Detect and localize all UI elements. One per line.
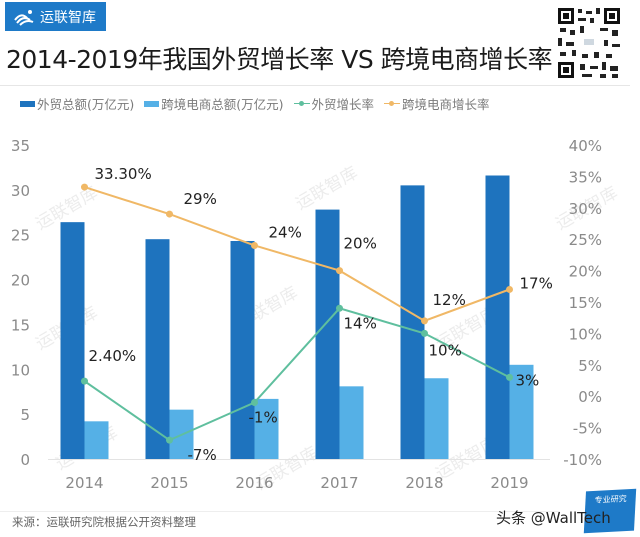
bar-trade-total <box>230 240 255 459</box>
legend-label: 外贸增长率 <box>311 97 375 112</box>
line-trade-growth <box>83 307 510 442</box>
left-axis-tick-label: 25 <box>11 227 30 245</box>
data-label-ecommerce-growth: 12% <box>433 291 466 309</box>
legend-swatch-light-blue <box>144 100 160 107</box>
left-axis-tick-label: 35 <box>11 137 30 155</box>
bar-trade-total <box>60 222 85 459</box>
bar-trade-total <box>400 185 425 459</box>
legend-line-marker-green-icon <box>293 100 310 108</box>
data-label-ecommerce-growth: 24% <box>269 223 302 241</box>
left-axis-tick-label: 20 <box>11 272 30 290</box>
legend-line-marker-orange-icon <box>384 100 401 108</box>
data-label-trade-growth: 3% <box>516 371 540 389</box>
point-trade-growth <box>336 304 343 312</box>
right-axis-tick-label: 0% <box>578 388 602 406</box>
legend-label: 跨境电商总额(万亿元) <box>161 97 284 112</box>
data-label-ecommerce-growth: 29% <box>184 190 217 208</box>
badge-text: 专业研究 <box>594 494 627 505</box>
legend-item-ecommerce-growth[interactable]: 跨境电商增长率 <box>384 94 490 113</box>
data-label-trade-growth: -7% <box>188 446 217 464</box>
data-label-ecommerce-growth: 20% <box>344 235 377 253</box>
x-axis-tick-label: 2016 <box>235 474 273 492</box>
source-note: 来源：运联研究院根据公开资料整理 <box>12 515 196 529</box>
x-axis-tick-label: 2014 <box>65 474 103 492</box>
point-ecommerce-growth <box>421 317 428 325</box>
point-ecommerce-growth <box>166 210 173 218</box>
left-axis-tick-label: 30 <box>11 182 30 200</box>
bar-trade-total <box>315 209 340 459</box>
right-axis-tick-label: -5% <box>573 420 602 438</box>
x-axis-tick-label: 2018 <box>405 474 443 492</box>
x-axis-tick-label: 2017 <box>320 474 358 492</box>
bar-trade-total <box>145 239 170 459</box>
left-axis-tick-label: 5 <box>20 406 30 424</box>
bar-ecommerce-total <box>509 364 534 459</box>
title-divider <box>0 85 630 86</box>
brand-wave-logo-icon <box>14 9 34 26</box>
x-axis-tick-label: 2019 <box>490 474 528 492</box>
x-axis-tick-label: 2015 <box>150 474 188 492</box>
right-axis-tick-label: -10% <box>563 451 602 469</box>
data-label-ecommerce-growth: 17% <box>520 274 553 292</box>
legend-label: 跨境电商增长率 <box>402 97 490 112</box>
data-label-trade-growth: -1% <box>249 408 278 426</box>
data-label-trade-growth: 14% <box>344 314 377 332</box>
bar-ecommerce-total <box>424 378 449 459</box>
right-axis-tick-label: 15% <box>569 294 602 312</box>
legend-item-trade-growth[interactable]: 外贸增长率 <box>293 94 375 113</box>
point-ecommerce-growth <box>251 241 258 249</box>
chart-title: 2014-2019年我国外贸增长率 VS 跨境电商增长率 <box>6 45 553 74</box>
left-axis-tick-label: 10 <box>11 361 30 379</box>
right-axis-tick-label: 30% <box>569 200 602 218</box>
bar-trade-total <box>485 175 510 459</box>
right-axis-tick-label: 25% <box>569 231 602 249</box>
legend-item-trade-total[interactable]: 外贸总额(万亿元) <box>20 94 134 113</box>
chart-legend: 外贸总额(万亿元) 跨境电商总额(万亿元) 外贸增长率 跨境电商增长率 <box>20 94 500 113</box>
bar-ecommerce-total <box>339 386 364 459</box>
data-label-trade-growth: 10% <box>429 341 462 359</box>
point-ecommerce-growth <box>506 285 513 293</box>
qr-code-icon <box>556 6 622 80</box>
point-trade-growth <box>166 436 173 444</box>
right-axis-tick-label: 10% <box>569 325 602 343</box>
line-ecommerce-growth <box>84 186 510 322</box>
right-axis-tick-label: 40% <box>569 137 602 155</box>
point-trade-growth <box>81 377 88 385</box>
bar-ecommerce-total <box>84 421 109 459</box>
point-ecommerce-growth <box>336 267 343 275</box>
brand-header: 运联智库 <box>5 2 106 31</box>
watermark-text: 运联智库 <box>293 163 362 214</box>
data-label-trade-growth: 2.40% <box>89 347 137 365</box>
left-axis-tick-label: 0 <box>20 451 30 469</box>
brand-name: 运联智库 <box>40 9 96 26</box>
right-axis-tick-label: 5% <box>578 357 602 375</box>
bar-ecommerce-total <box>254 398 279 459</box>
point-trade-growth <box>506 373 513 381</box>
point-ecommerce-growth <box>81 183 88 191</box>
point-trade-growth <box>421 329 428 337</box>
right-axis-tick-label: 20% <box>569 263 602 281</box>
data-label-ecommerce-growth: 33.30% <box>95 165 152 183</box>
credit-watermark: 头条 @WallTech <box>496 509 611 527</box>
legend-swatch-dark-blue <box>20 100 35 107</box>
legend-item-ecommerce-total[interactable]: 跨境电商总额(万亿元) <box>144 94 284 113</box>
right-axis-tick-label: 35% <box>569 168 602 186</box>
point-trade-growth <box>251 398 258 406</box>
left-axis-tick-label: 15 <box>11 316 30 334</box>
footer-divider <box>0 511 560 512</box>
legend-label: 外贸总额(万亿元) <box>37 97 135 112</box>
